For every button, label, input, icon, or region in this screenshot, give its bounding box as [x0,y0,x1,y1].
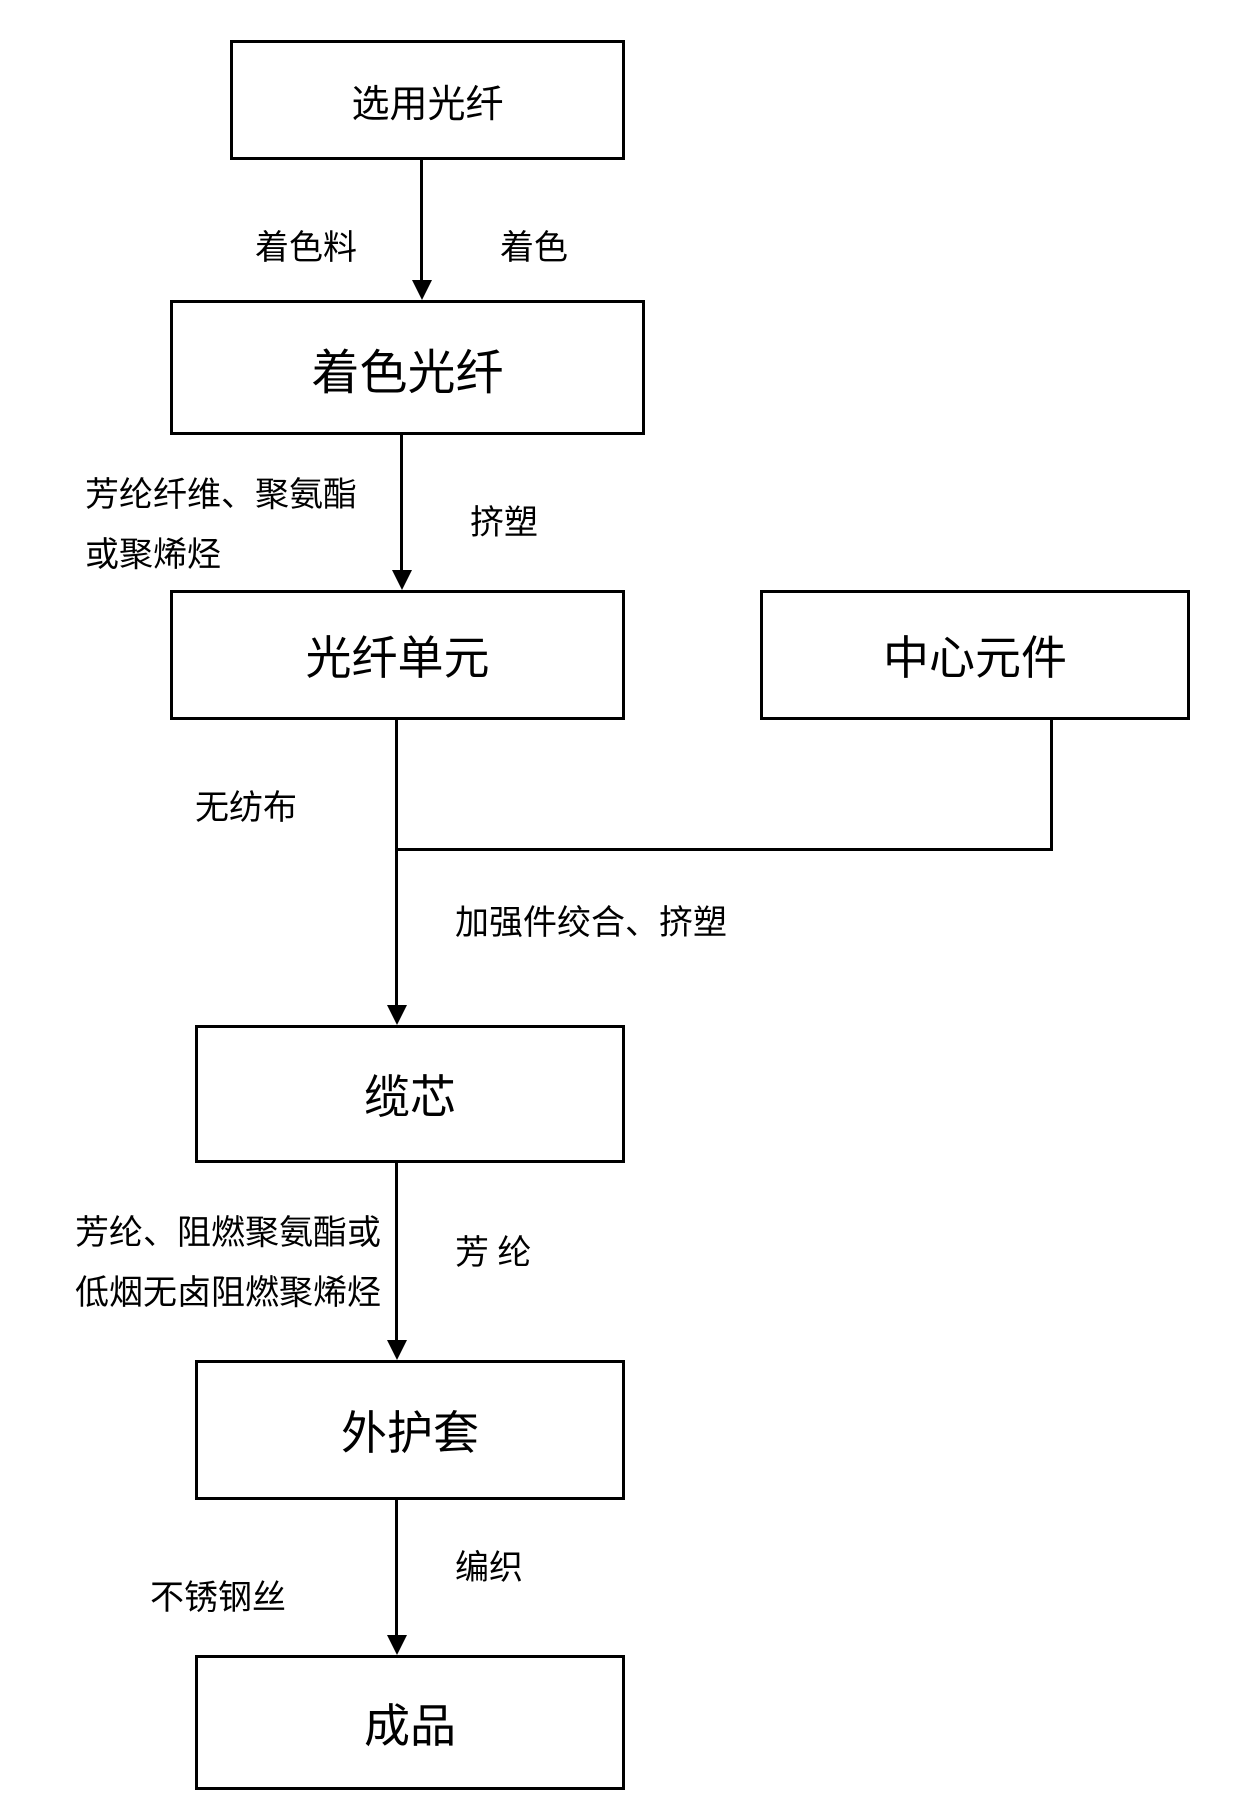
node-text: 缆芯 [364,1061,456,1127]
node-text: 光纤单元 [306,622,490,688]
label-aramid-line1: 芳纶纤维、聚氨酯 [85,467,357,516]
connector-vline [1050,720,1053,848]
connector-hline [395,848,1053,851]
label-nonwoven: 无纺布 [195,780,297,829]
node-text: 中心元件 [883,622,1067,688]
label-aramid-line2: 或聚烯烃 [85,527,221,576]
label-aramid2: 芳 纶 [455,1225,532,1274]
node-colored-fiber: 着色光纤 [170,300,645,435]
node-outer-jacket: 外护套 [195,1360,625,1500]
label-aramid-fire-line1: 芳纶、阻燃聚氨酯或 [75,1205,381,1254]
node-center-element: 中心元件 [760,590,1190,720]
label-coloring: 着色 [500,220,568,269]
node-text: 选用光纤 [351,73,503,128]
label-steel-wire: 不锈钢丝 [150,1570,286,1619]
label-braiding: 编织 [455,1540,523,1589]
node-select-fiber: 选用光纤 [230,40,625,160]
node-text: 外护套 [341,1397,479,1463]
node-finished-product: 成品 [195,1655,625,1790]
node-text: 着色光纤 [311,333,503,403]
node-text: 成品 [364,1690,456,1756]
label-extrusion: 挤塑 [470,495,538,544]
label-colorant: 着色料 [255,220,357,269]
label-aramid-fire-line2: 低烟无卤阻燃聚烯烃 [75,1265,381,1314]
node-cable-core: 缆芯 [195,1025,625,1163]
label-strand-extrude: 加强件绞合、挤塑 [455,895,727,944]
node-fiber-unit: 光纤单元 [170,590,625,720]
